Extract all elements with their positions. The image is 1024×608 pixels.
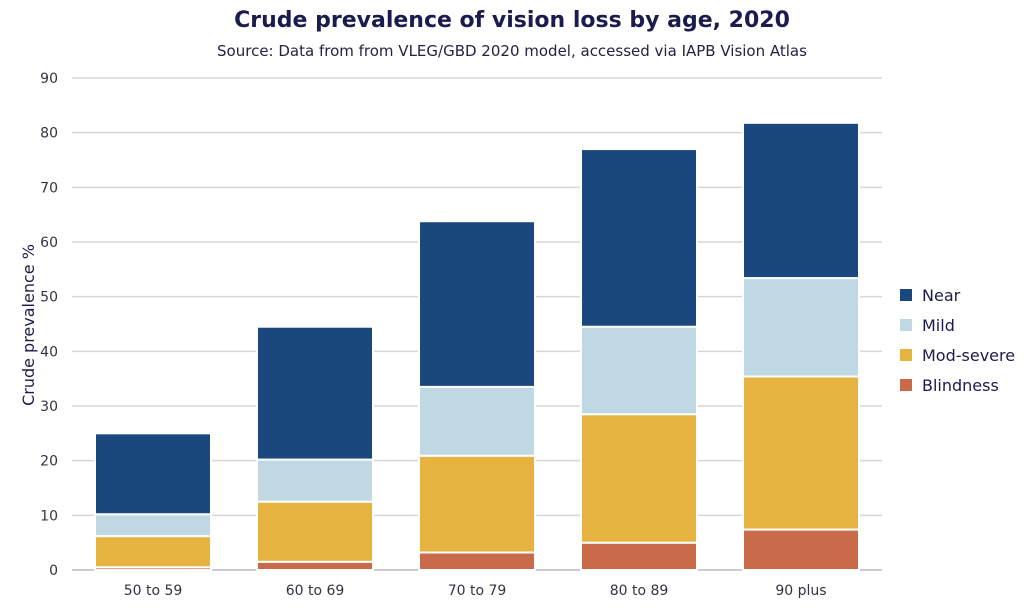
x-tick-label: 80 to 89 bbox=[610, 583, 669, 599]
legend-label: Mod-severe bbox=[922, 345, 1016, 365]
bar-segment-mod-severe bbox=[742, 375, 860, 531]
bar-segment-blindness bbox=[418, 551, 536, 571]
legend-swatch bbox=[900, 379, 912, 391]
legend-item-blindness: Blindness bbox=[900, 370, 1015, 400]
x-tick-label: 50 to 59 bbox=[124, 583, 183, 599]
bar-segment-mod-severe bbox=[580, 413, 698, 544]
bar-segment-mild bbox=[418, 385, 536, 457]
legend-item-near: Near bbox=[900, 280, 1015, 310]
bar-segment-mild bbox=[256, 458, 374, 503]
bar-segment-mild bbox=[742, 277, 860, 378]
bar-segment-near bbox=[256, 325, 374, 461]
y-tick-label: 80 bbox=[40, 126, 58, 142]
y-tick-label: 90 bbox=[40, 71, 58, 87]
bar-segment-near bbox=[742, 121, 860, 280]
legend-item-mod-severe: Mod-severe bbox=[900, 340, 1015, 370]
legend-item-mild: Mild bbox=[900, 310, 1015, 340]
x-tick-label: 90 plus bbox=[775, 583, 826, 599]
x-tick-label: 70 to 79 bbox=[448, 583, 507, 599]
legend-swatch bbox=[900, 349, 912, 361]
bar-segment-near bbox=[580, 148, 698, 328]
y-tick-label: 60 bbox=[40, 235, 58, 251]
legend-swatch bbox=[900, 289, 912, 301]
y-tick-label: 20 bbox=[40, 454, 58, 470]
chart-title: Crude prevalence of vision loss by age, … bbox=[234, 8, 790, 33]
legend: Near Mild Mod-severe Blindness bbox=[900, 280, 1015, 400]
legend-label: Blindness bbox=[922, 375, 999, 395]
y-tick-label: 0 bbox=[49, 563, 58, 579]
chart-subtitle: Source: Data from from VLEG/GBD 2020 mod… bbox=[217, 42, 807, 60]
bar-segment-blindness bbox=[580, 541, 698, 572]
y-tick-label: 70 bbox=[40, 180, 58, 196]
legend-swatch bbox=[900, 319, 912, 331]
bar-segment-blindness bbox=[742, 528, 860, 572]
bar-segment-mod-severe bbox=[256, 500, 374, 563]
bar-segment-mild bbox=[580, 325, 698, 416]
bar-segment-near bbox=[94, 432, 212, 516]
y-tick-label: 40 bbox=[40, 344, 58, 360]
x-tick-label: 60 to 69 bbox=[286, 583, 345, 599]
y-axis-label: Crude prevalence % bbox=[19, 244, 38, 406]
legend-label: Near bbox=[922, 285, 961, 305]
bar-segment-blindness bbox=[256, 560, 374, 571]
bar-segment-mild bbox=[94, 513, 212, 538]
legend-label: Mild bbox=[922, 315, 955, 335]
y-tick-label: 10 bbox=[40, 508, 58, 524]
y-tick-label: 50 bbox=[40, 290, 58, 306]
bar-segment-mod-severe bbox=[94, 535, 212, 569]
bar-segment-mod-severe bbox=[418, 454, 536, 554]
bar-segment-near bbox=[418, 220, 536, 388]
y-tick-label: 30 bbox=[40, 399, 58, 415]
